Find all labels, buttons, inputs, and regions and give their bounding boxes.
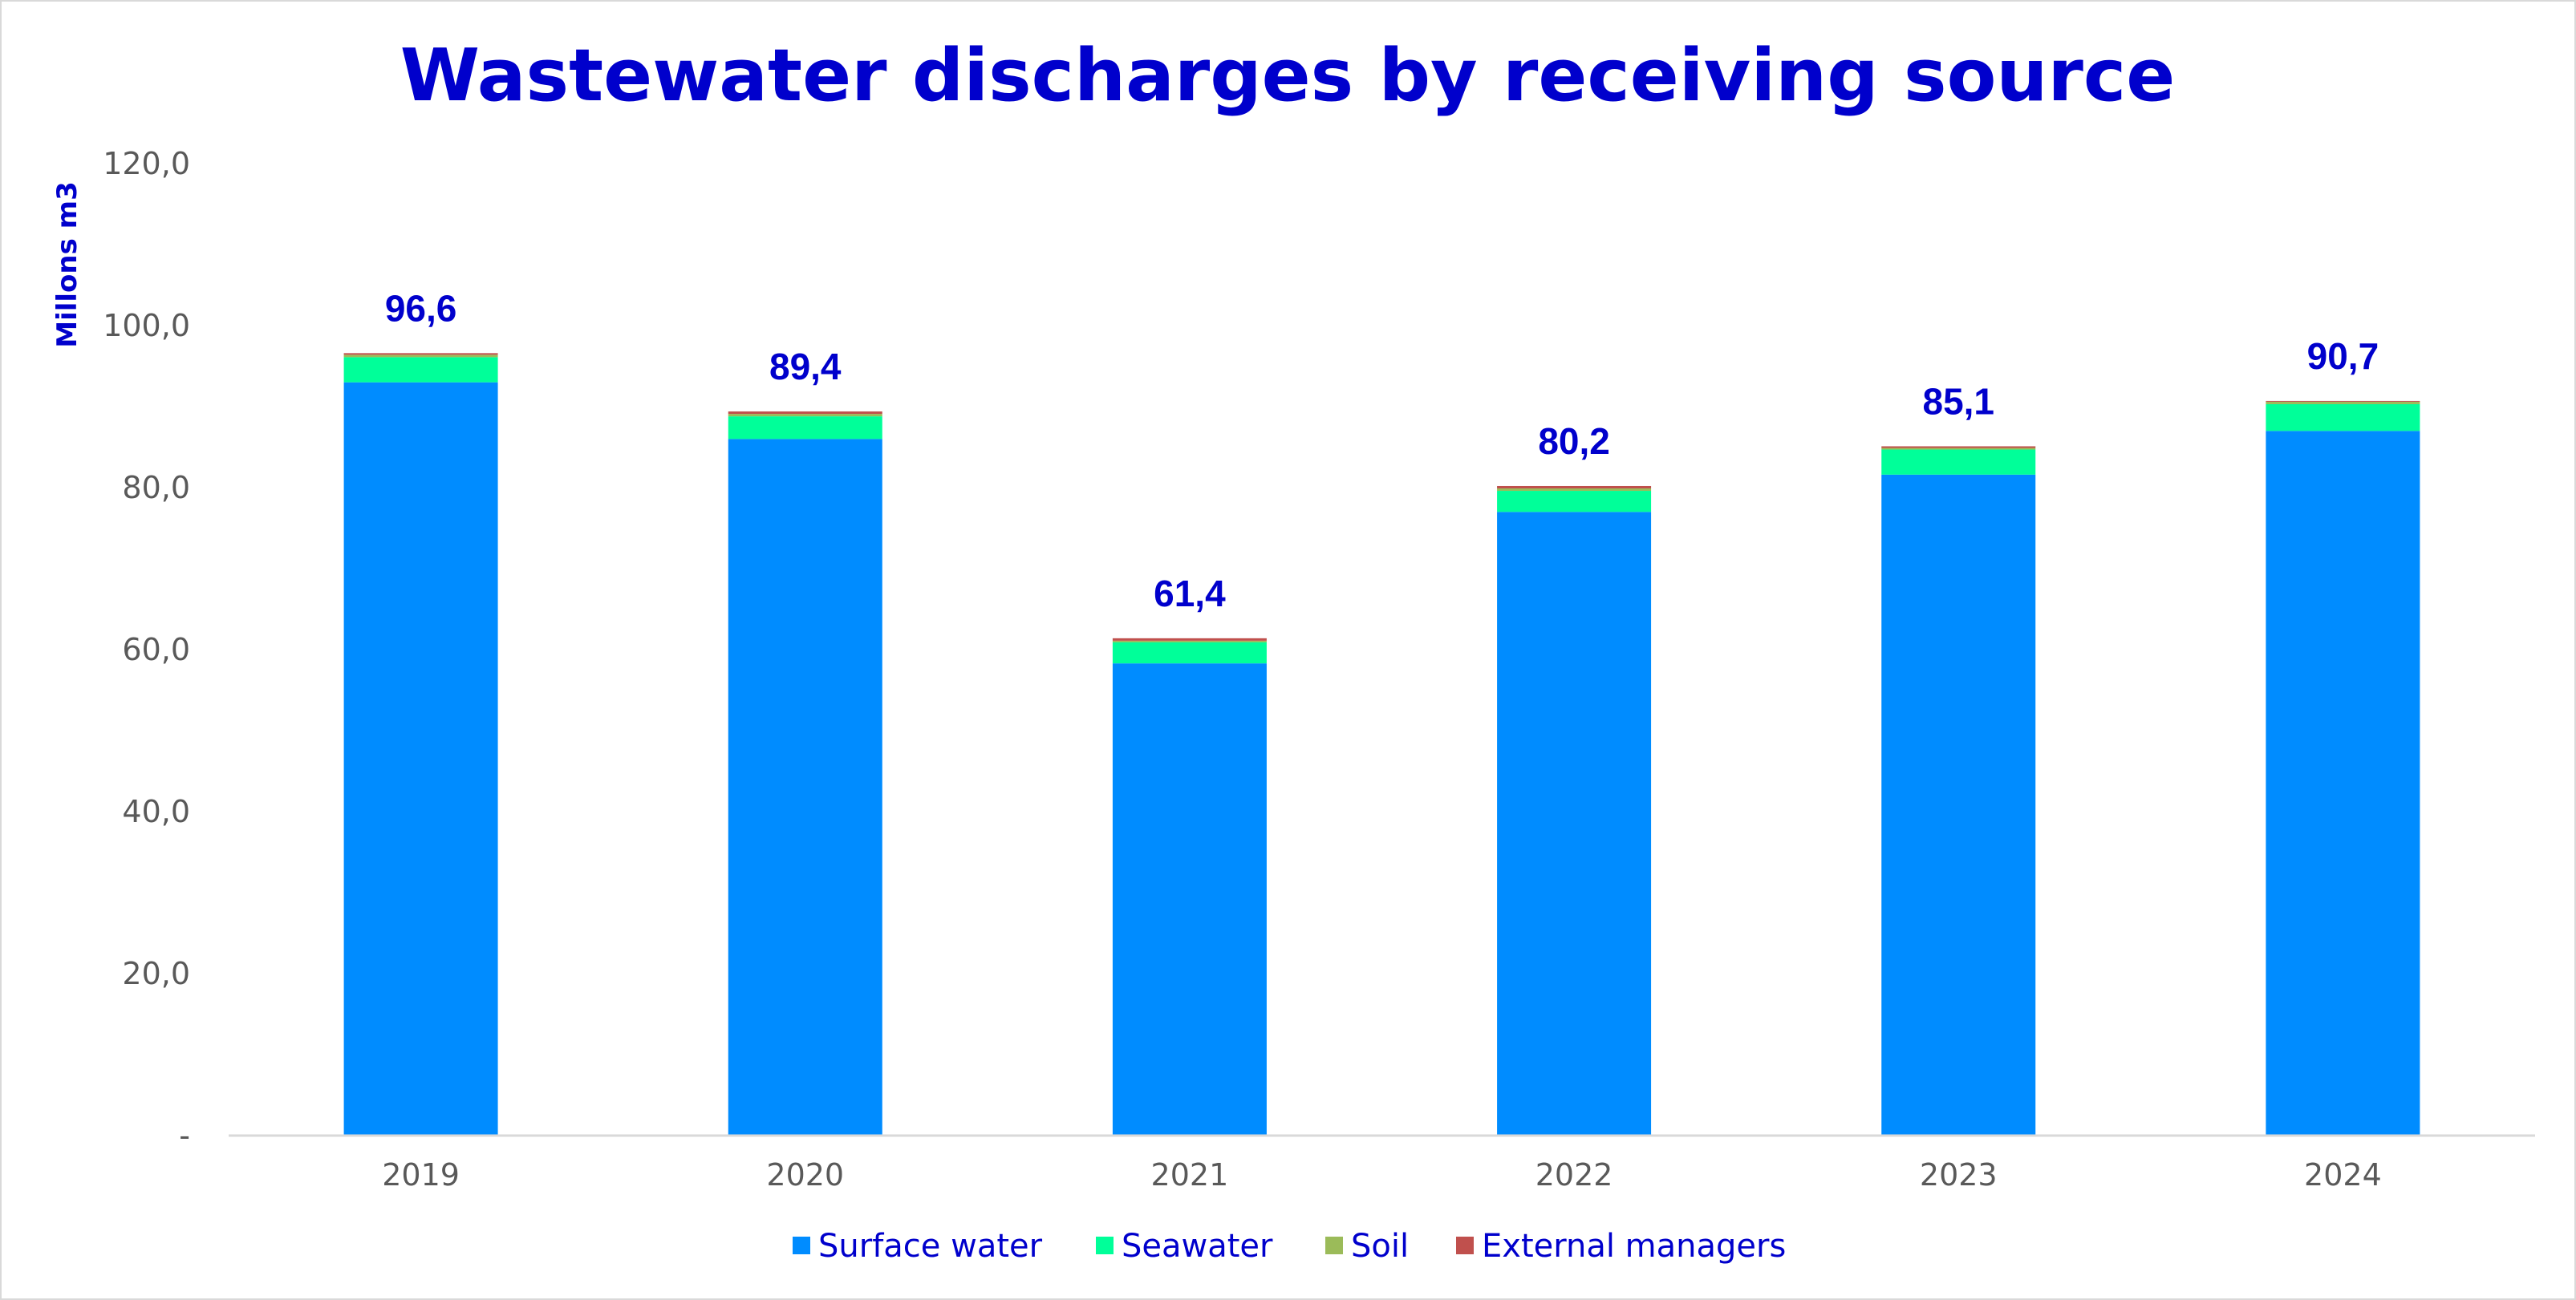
bar-segment xyxy=(1497,491,1652,512)
bar-segment xyxy=(2266,403,2420,431)
x-tick-label: 2019 xyxy=(382,1157,460,1193)
legend-swatch xyxy=(1325,1237,1343,1254)
bar-segment xyxy=(343,382,498,1136)
x-tick-label: 2023 xyxy=(1920,1157,1998,1193)
bar-segment xyxy=(343,357,498,383)
bar-segment xyxy=(2266,401,2420,404)
bar-segment xyxy=(1881,474,2036,1136)
bar-segment xyxy=(343,353,498,355)
y-axis-ticks: - 20,0 40,0 60,0 80,0 100,0 120,0 xyxy=(103,146,190,1153)
bar-segment xyxy=(1881,448,2036,450)
y-tick-label: 120,0 xyxy=(103,146,190,181)
bar-segment xyxy=(1112,642,1267,664)
bar-segment xyxy=(1497,485,1652,489)
bar-segment xyxy=(2266,400,2420,402)
y-tick-label: - xyxy=(179,1118,190,1153)
y-tick-label: 60,0 xyxy=(122,632,190,667)
legend-swatch xyxy=(1456,1237,1474,1254)
y-tick-label: 100,0 xyxy=(103,308,190,343)
bar-segment xyxy=(343,354,498,358)
x-tick-label: 2020 xyxy=(766,1157,844,1193)
legend-swatch xyxy=(793,1237,810,1254)
bar-segment xyxy=(1112,663,1267,1136)
y-tick-label: 40,0 xyxy=(122,794,190,829)
y-tick-label: 80,0 xyxy=(122,470,190,505)
total-value-label: 96,6 xyxy=(385,287,457,329)
x-tick-label: 2021 xyxy=(1151,1157,1229,1193)
bar-groups xyxy=(343,353,2420,1136)
x-axis-ticks: 2019 2020 2021 2022 2023 2024 xyxy=(382,1157,2382,1193)
legend-label: Seawater xyxy=(1122,1228,1273,1265)
bar-segment xyxy=(728,411,882,415)
bar-segment xyxy=(1112,638,1267,641)
total-value-label: 61,4 xyxy=(1154,573,1226,614)
x-tick-label: 2022 xyxy=(1535,1157,1613,1193)
bar-segment xyxy=(728,416,882,439)
legend-label: Surface water xyxy=(818,1228,1043,1265)
total-value-label: 80,2 xyxy=(1538,420,1610,462)
total-value-label: 89,4 xyxy=(769,346,842,387)
legend: Surface water Seawater Soil External manage… xyxy=(793,1228,1786,1265)
bar-segment xyxy=(1112,640,1267,642)
bar-segment xyxy=(1497,488,1652,492)
legend-label: External managers xyxy=(1482,1228,1786,1265)
legend-swatch xyxy=(1096,1237,1114,1254)
x-tick-label: 2024 xyxy=(2304,1157,2382,1193)
y-axis-label: Millons m3 xyxy=(51,181,83,348)
bar-segment xyxy=(1881,449,2036,475)
legend-label: Soil xyxy=(1351,1228,1409,1265)
y-tick-label: 20,0 xyxy=(122,956,190,991)
total-labels: 96,6 89,4 61,4 80,2 85,1 90,7 xyxy=(385,287,2379,614)
bar-segment xyxy=(2266,431,2420,1136)
chart-title: Wastewater discharges by receiving sourc… xyxy=(400,34,2176,118)
bar-segment xyxy=(1881,446,2036,448)
bar-segment xyxy=(1497,512,1652,1136)
bar-segment xyxy=(728,439,882,1136)
bar-segment xyxy=(728,414,882,417)
total-value-label: 90,7 xyxy=(2307,335,2379,377)
total-value-label: 85,1 xyxy=(1922,380,1994,422)
